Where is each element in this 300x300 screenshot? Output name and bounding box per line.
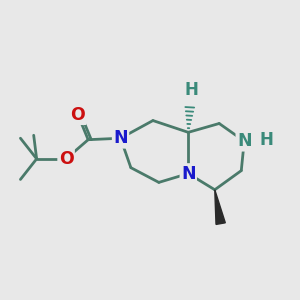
- Text: N: N: [113, 129, 128, 147]
- Text: O: O: [70, 106, 85, 124]
- Text: H: H: [184, 81, 198, 99]
- Text: H: H: [260, 131, 273, 149]
- Polygon shape: [215, 190, 225, 224]
- Text: N: N: [237, 132, 251, 150]
- Text: N: N: [181, 165, 196, 183]
- Text: O: O: [59, 150, 74, 168]
